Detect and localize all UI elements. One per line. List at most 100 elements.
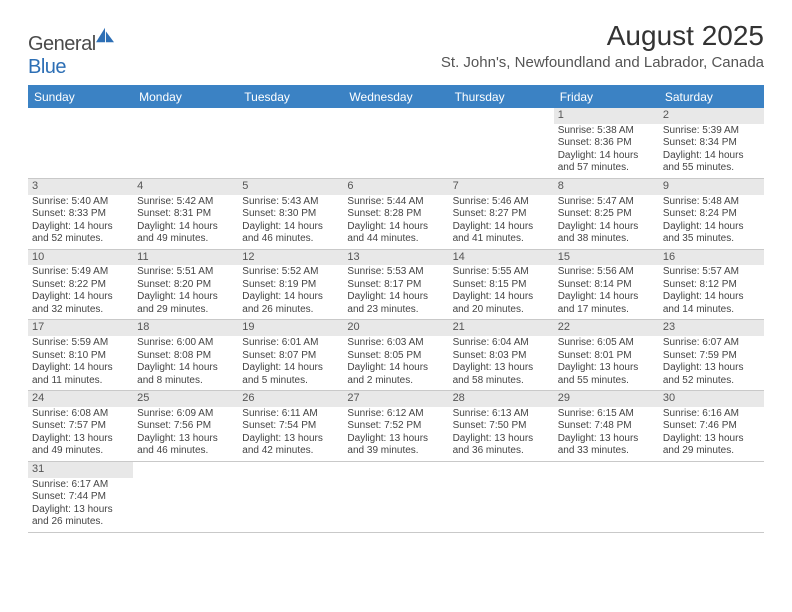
day-number: 25 [133, 391, 238, 407]
daylight-line-1: Daylight: 13 hours [558, 362, 655, 375]
daylight-line-2: and 46 minutes. [242, 233, 339, 246]
weeks-container: 1Sunrise: 5:38 AMSunset: 8:36 PMDaylight… [28, 108, 764, 533]
daylight-line-2: and 8 minutes. [137, 375, 234, 388]
sunrise-line: Sunrise: 5:48 AM [663, 196, 760, 209]
day-number: 23 [659, 320, 764, 336]
sunset-line: Sunset: 8:19 PM [242, 279, 339, 292]
day-body: Sunrise: 5:40 AMSunset: 8:33 PMDaylight:… [28, 195, 133, 249]
day-cell [133, 462, 238, 532]
daylight-line-1: Daylight: 14 hours [558, 150, 655, 163]
week-row: 31Sunrise: 6:17 AMSunset: 7:44 PMDayligh… [28, 462, 764, 533]
week-row: 24Sunrise: 6:08 AMSunset: 7:57 PMDayligh… [28, 391, 764, 462]
day-number: 5 [238, 179, 343, 195]
day-number [343, 108, 448, 124]
day-cell: 4Sunrise: 5:42 AMSunset: 8:31 PMDaylight… [133, 179, 238, 249]
day-cell: 14Sunrise: 5:55 AMSunset: 8:15 PMDayligh… [449, 250, 554, 320]
week-row: 10Sunrise: 5:49 AMSunset: 8:22 PMDayligh… [28, 250, 764, 321]
sunset-line: Sunset: 8:31 PM [137, 208, 234, 221]
day-body [554, 478, 659, 528]
day-body: Sunrise: 6:12 AMSunset: 7:52 PMDaylight:… [343, 407, 448, 461]
day-cell [238, 462, 343, 532]
day-number: 1 [554, 108, 659, 124]
day-cell [133, 108, 238, 178]
sunset-line: Sunset: 8:07 PM [242, 350, 339, 363]
day-body: Sunrise: 5:48 AMSunset: 8:24 PMDaylight:… [659, 195, 764, 249]
daylight-line-1: Daylight: 13 hours [347, 433, 444, 446]
day-cell: 18Sunrise: 6:00 AMSunset: 8:08 PMDayligh… [133, 320, 238, 390]
sunrise-line: Sunrise: 6:09 AM [137, 408, 234, 421]
day-cell [554, 462, 659, 532]
daylight-line-1: Daylight: 14 hours [347, 362, 444, 375]
day-number: 3 [28, 179, 133, 195]
sunset-line: Sunset: 7:48 PM [558, 420, 655, 433]
sunset-line: Sunset: 8:03 PM [453, 350, 550, 363]
day-body: Sunrise: 6:04 AMSunset: 8:03 PMDaylight:… [449, 336, 554, 390]
page-title: August 2025 [441, 20, 764, 52]
sunset-line: Sunset: 8:12 PM [663, 279, 760, 292]
daylight-line-1: Daylight: 14 hours [453, 291, 550, 304]
sunrise-line: Sunrise: 5:47 AM [558, 196, 655, 209]
daylight-line-2: and 49 minutes. [137, 233, 234, 246]
day-cell: 26Sunrise: 6:11 AMSunset: 7:54 PMDayligh… [238, 391, 343, 461]
sunset-line: Sunset: 8:22 PM [32, 279, 129, 292]
daylight-line-1: Daylight: 14 hours [242, 221, 339, 234]
sunrise-line: Sunrise: 5:43 AM [242, 196, 339, 209]
day-cell: 2Sunrise: 5:39 AMSunset: 8:34 PMDaylight… [659, 108, 764, 178]
daylight-line-1: Daylight: 14 hours [663, 150, 760, 163]
day-body [449, 124, 554, 174]
day-body: Sunrise: 6:09 AMSunset: 7:56 PMDaylight:… [133, 407, 238, 461]
sunset-line: Sunset: 8:15 PM [453, 279, 550, 292]
daylight-line-1: Daylight: 13 hours [558, 433, 655, 446]
weekday-header: Thursday [449, 86, 554, 108]
sunset-line: Sunset: 7:57 PM [32, 420, 129, 433]
sunrise-line: Sunrise: 5:44 AM [347, 196, 444, 209]
day-cell: 5Sunrise: 5:43 AMSunset: 8:30 PMDaylight… [238, 179, 343, 249]
weekday-header-row: SundayMondayTuesdayWednesdayThursdayFrid… [28, 86, 764, 108]
daylight-line-2: and 39 minutes. [347, 445, 444, 458]
sunrise-line: Sunrise: 5:38 AM [558, 125, 655, 138]
day-body [133, 478, 238, 528]
day-number: 6 [343, 179, 448, 195]
daylight-line-1: Daylight: 14 hours [663, 221, 760, 234]
sunset-line: Sunset: 8:30 PM [242, 208, 339, 221]
sunset-line: Sunset: 7:44 PM [32, 491, 129, 504]
sunset-line: Sunset: 8:33 PM [32, 208, 129, 221]
day-body: Sunrise: 5:44 AMSunset: 8:28 PMDaylight:… [343, 195, 448, 249]
sunset-line: Sunset: 7:46 PM [663, 420, 760, 433]
sunset-line: Sunset: 8:05 PM [347, 350, 444, 363]
day-number: 8 [554, 179, 659, 195]
day-cell [28, 108, 133, 178]
day-cell: 10Sunrise: 5:49 AMSunset: 8:22 PMDayligh… [28, 250, 133, 320]
day-body: Sunrise: 6:11 AMSunset: 7:54 PMDaylight:… [238, 407, 343, 461]
sunrise-line: Sunrise: 5:39 AM [663, 125, 760, 138]
day-body: Sunrise: 5:59 AMSunset: 8:10 PMDaylight:… [28, 336, 133, 390]
day-cell: 31Sunrise: 6:17 AMSunset: 7:44 PMDayligh… [28, 462, 133, 532]
weekday-header: Sunday [28, 86, 133, 108]
weekday-header: Monday [133, 86, 238, 108]
day-number: 2 [659, 108, 764, 124]
day-cell: 27Sunrise: 6:12 AMSunset: 7:52 PMDayligh… [343, 391, 448, 461]
day-number [554, 462, 659, 478]
daylight-line-1: Daylight: 14 hours [347, 291, 444, 304]
weekday-header: Saturday [659, 86, 764, 108]
calendar-page: GeneralBlue August 2025 St. John's, Newf… [0, 0, 792, 553]
day-cell: 30Sunrise: 6:16 AMSunset: 7:46 PMDayligh… [659, 391, 764, 461]
day-body: Sunrise: 6:17 AMSunset: 7:44 PMDaylight:… [28, 478, 133, 532]
daylight-line-1: Daylight: 14 hours [137, 291, 234, 304]
sunrise-line: Sunrise: 6:13 AM [453, 408, 550, 421]
day-number: 14 [449, 250, 554, 266]
sunset-line: Sunset: 8:01 PM [558, 350, 655, 363]
day-number [238, 108, 343, 124]
sunset-line: Sunset: 8:28 PM [347, 208, 444, 221]
day-body: Sunrise: 5:51 AMSunset: 8:20 PMDaylight:… [133, 265, 238, 319]
daylight-line-2: and 57 minutes. [558, 162, 655, 175]
sunset-line: Sunset: 7:52 PM [347, 420, 444, 433]
daylight-line-2: and 52 minutes. [32, 233, 129, 246]
sunrise-line: Sunrise: 6:01 AM [242, 337, 339, 350]
day-body: Sunrise: 6:13 AMSunset: 7:50 PMDaylight:… [449, 407, 554, 461]
sunrise-line: Sunrise: 6:15 AM [558, 408, 655, 421]
daylight-line-2: and 55 minutes. [663, 162, 760, 175]
day-number: 16 [659, 250, 764, 266]
day-cell: 6Sunrise: 5:44 AMSunset: 8:28 PMDaylight… [343, 179, 448, 249]
day-cell: 25Sunrise: 6:09 AMSunset: 7:56 PMDayligh… [133, 391, 238, 461]
